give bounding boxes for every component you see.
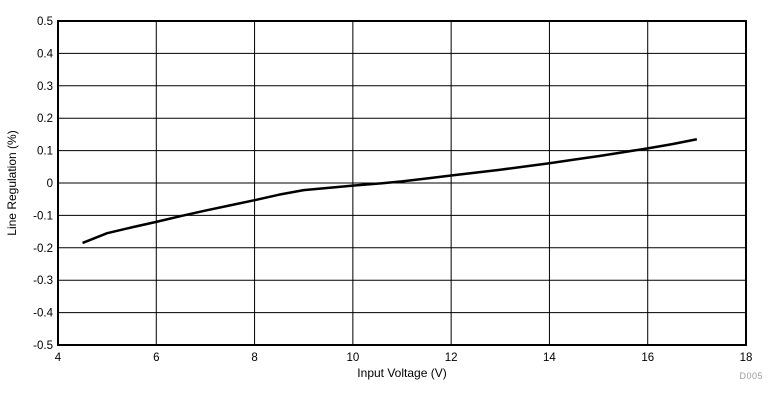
y-tick-label: 0.3 [37, 81, 53, 93]
figure-id-watermark: D005 [739, 371, 763, 381]
x-axis-title: Input Voltage (V) [357, 366, 447, 380]
y-tick-label: 0.1 [37, 146, 53, 158]
series-line-regulation [82, 138, 698, 245]
plot-border [57, 20, 747, 346]
y-tick-label: -0.1 [33, 210, 53, 222]
y-tick-label: 0.4 [37, 48, 54, 60]
y-tick-label: -0.2 [33, 243, 53, 255]
x-tick-label: 14 [543, 352, 556, 364]
x-tick-label: 16 [641, 352, 654, 364]
x-tick-label: 18 [740, 352, 753, 364]
y-tick-label: 0.5 [37, 16, 53, 28]
x-tick-label: 10 [346, 352, 359, 364]
y-tick-label: -0.5 [33, 340, 53, 352]
y-tick-label: 0 [47, 178, 53, 190]
x-tick-label: 8 [251, 352, 257, 364]
x-tick-label: 6 [153, 352, 159, 364]
y-tick-label: -0.4 [33, 308, 53, 320]
x-tick-label: 4 [55, 352, 62, 364]
y-tick-label: 0.2 [37, 113, 53, 125]
y-axis-title: Line Regulation (%) [5, 130, 19, 236]
y-tick-label: -0.3 [33, 275, 53, 287]
x-tick-label: 12 [445, 352, 458, 364]
